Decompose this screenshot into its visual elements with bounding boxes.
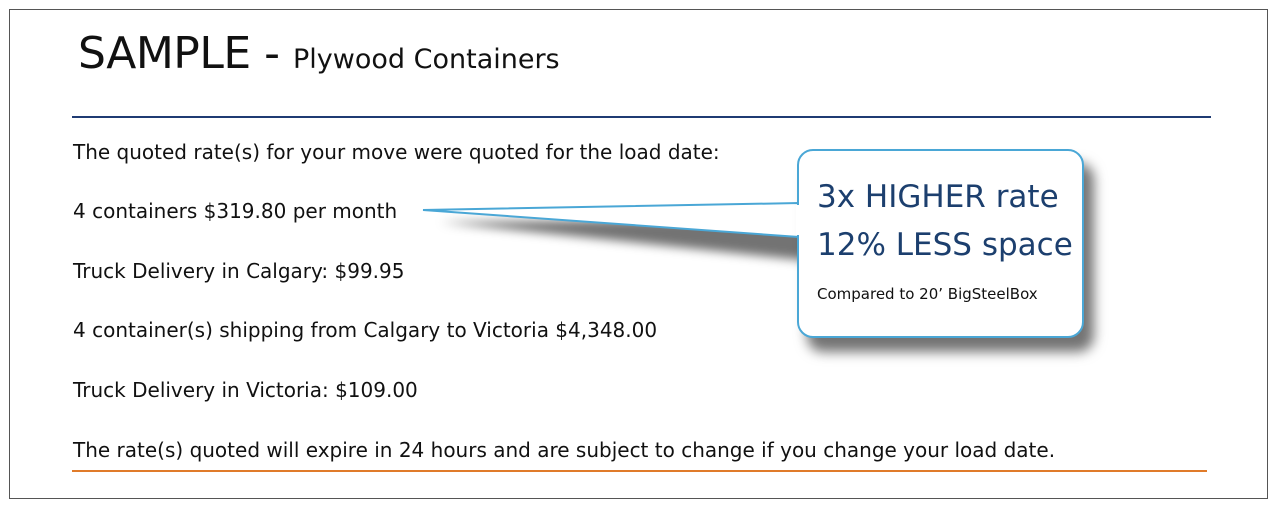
quote-intro: The quoted rate(s) for your move were qu… [73,140,720,164]
callout-rate: 3x HIGHER rate [817,179,1059,215]
expiry-note: The rate(s) quoted will expire in 24 hou… [73,438,1056,462]
container-rate: 4 containers $319.80 per month [73,199,398,223]
footer-divider [72,470,1207,472]
calgary-delivery: Truck Delivery in Calgary: $99.95 [73,259,405,283]
victoria-delivery: Truck Delivery in Victoria: $109.00 [73,378,418,402]
callout-space: 12% LESS space [817,227,1073,263]
title-divider [72,116,1211,118]
title-sub: Plywood Containers [293,44,560,75]
shipping-cost: 4 container(s) shipping from Calgary to … [73,318,658,342]
comparison-callout: 3x HIGHER rate 12% LESS space Compared t… [797,149,1084,338]
page-title: SAMPLE - Plywood Containers [78,28,560,79]
callout-note: Compared to 20’ BigSteelBox [817,285,1038,303]
title-main: SAMPLE - [78,28,294,79]
